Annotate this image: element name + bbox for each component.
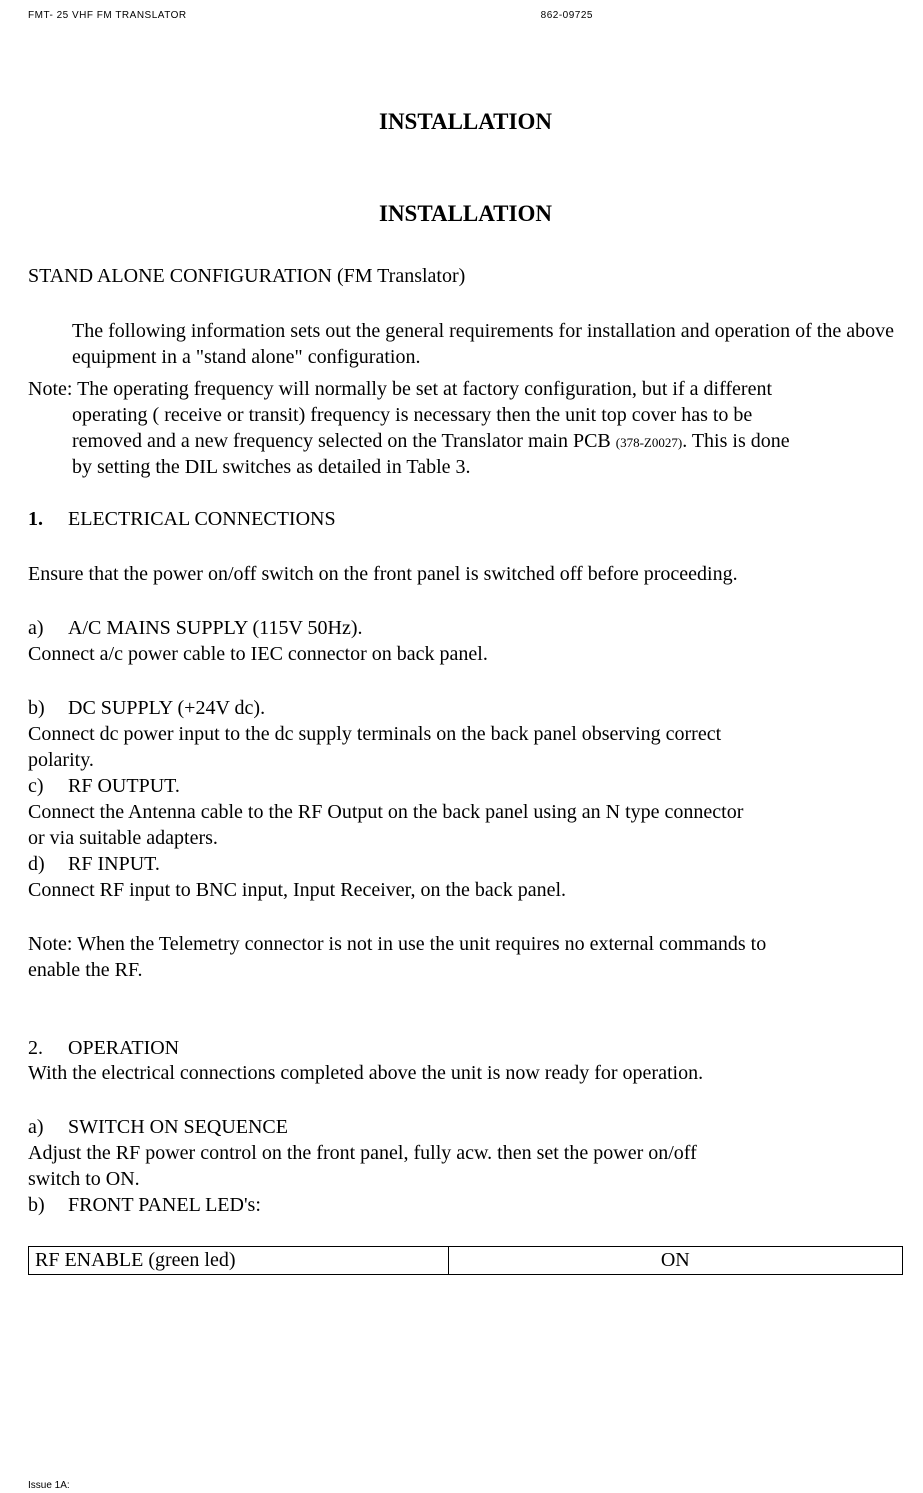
note-l4: by setting the DIL switches as detailed … [28, 454, 903, 480]
led-status-cell: ON [448, 1247, 902, 1275]
table-row: RF ENABLE (green led) ON [29, 1247, 903, 1275]
item-d-head: d) RF INPUT. [28, 851, 903, 877]
note-l3a: removed and a new frequency selected on … [72, 430, 616, 452]
note-l2: operating ( receive or transit) frequenc… [28, 402, 903, 428]
header-docnum: 862-09725 [541, 10, 593, 21]
item-b-title: DC SUPPLY (+24V dc). [68, 695, 265, 721]
item-c-title: RF OUTPUT. [68, 773, 180, 799]
title-main: INSTALLATION [28, 109, 903, 135]
item-d-body: Connect RF input to BNC input, Input Rec… [28, 877, 903, 903]
op-b-title: FRONT PANEL LED's: [68, 1192, 261, 1218]
op-b-head: b) FRONT PANEL LED's: [28, 1192, 903, 1218]
telemetry-note-l2: enable the RF. [28, 957, 903, 983]
op-a-letter: a) [28, 1114, 68, 1140]
op-a-title: SWITCH ON SEQUENCE [68, 1114, 288, 1140]
item-c-head: c) RF OUTPUT. [28, 773, 903, 799]
item-a-title: A/C MAINS SUPPLY (115V 50Hz). [68, 615, 363, 641]
header-product: FMT- 25 VHF FM TRANSLATOR [28, 10, 541, 21]
sec1-title: ELECTRICAL CONNECTIONS [68, 508, 336, 531]
note-l1: Note: The operating frequency will norma… [28, 378, 772, 400]
sec1-intro: Ensure that the power on/off switch on t… [28, 561, 903, 587]
item-c-letter: c) [28, 773, 68, 799]
item-c-body2: or via suitable adapters. [28, 825, 903, 851]
op-a-head: a) SWITCH ON SEQUENCE [28, 1114, 903, 1140]
section-1-heading: 1. ELECTRICAL CONNECTIONS [28, 508, 903, 531]
sec2-title: OPERATION [68, 1037, 179, 1060]
standalone-heading: STAND ALONE CONFIGURATION (FM Translator… [28, 265, 903, 288]
page-header: FMT- 25 VHF FM TRANSLATOR 862-09725 [28, 10, 903, 21]
item-b-body2: polarity. [28, 747, 903, 773]
item-b-head: b) DC SUPPLY (+24V dc). [28, 695, 903, 721]
note-l3b: . This is done [682, 430, 789, 452]
op-a-body1: Adjust the RF power control on the front… [28, 1140, 903, 1166]
page-footer: Issue 1A: [28, 1480, 70, 1491]
sec1-num: 1. [28, 508, 68, 531]
telemetry-note-l1: Note: When the Telemetry connector is no… [28, 931, 903, 957]
op-b-letter: b) [28, 1192, 68, 1218]
part-number: (378-Z0027) [616, 435, 682, 450]
op-a-body2: switch to ON. [28, 1166, 903, 1192]
item-c-body1: Connect the Antenna cable to the RF Outp… [28, 799, 903, 825]
note-l3: removed and a new frequency selected on … [28, 428, 903, 454]
led-table: RF ENABLE (green led) ON [28, 1246, 903, 1275]
item-a-head: a) A/C MAINS SUPPLY (115V 50Hz). [28, 615, 903, 641]
item-a-letter: a) [28, 615, 68, 641]
led-name-cell: RF ENABLE (green led) [29, 1247, 449, 1275]
item-b-body1: Connect dc power input to the dc supply … [28, 721, 903, 747]
item-b-letter: b) [28, 695, 68, 721]
sec2-intro: With the electrical connections complete… [28, 1060, 903, 1086]
item-a-body: Connect a/c power cable to IEC connector… [28, 641, 903, 667]
item-d-title: RF INPUT. [68, 851, 160, 877]
section-2-heading: 2. OPERATION [28, 1037, 903, 1060]
title-sub: INSTALLATION [28, 201, 903, 227]
intro-para: The following information sets out the g… [28, 318, 903, 370]
freq-note: Note: The operating frequency will norma… [28, 376, 903, 480]
sec2-num: 2. [28, 1037, 68, 1060]
item-d-letter: d) [28, 851, 68, 877]
